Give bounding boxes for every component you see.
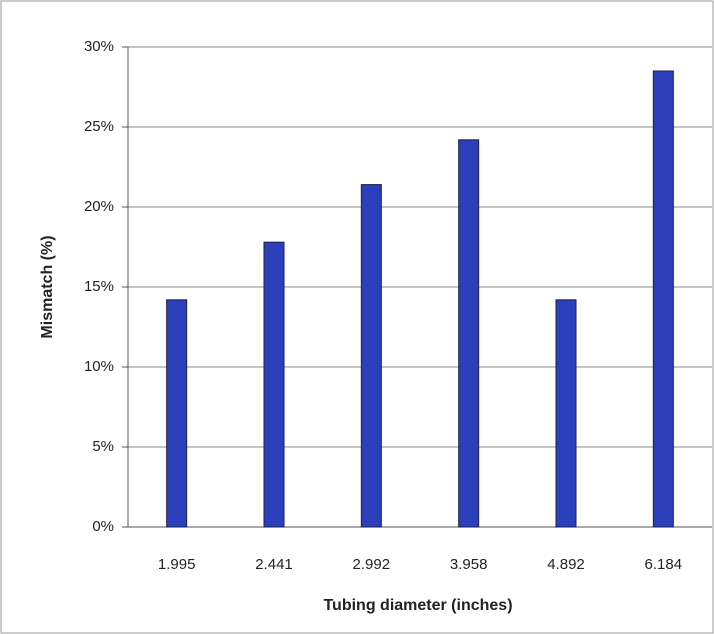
x-tick-label: 6.184 [645, 556, 683, 573]
y-tick-label: 0% [92, 518, 114, 535]
bar [263, 241, 285, 528]
x-tick-label: 1.995 [158, 556, 196, 573]
y-tick-label: 10% [84, 358, 114, 375]
y-axis-title: Mismatch (%) [39, 235, 56, 338]
x-tick-label: 2.441 [255, 556, 293, 573]
x-tick-label: 4.892 [547, 556, 585, 573]
bar [166, 299, 188, 528]
x-axis-title: Tubing diameter (inches) [323, 597, 512, 614]
y-tick-label: 5% [92, 438, 114, 455]
bar [652, 70, 674, 528]
bar [458, 139, 480, 528]
y-tick-label: 15% [84, 278, 114, 295]
bar [360, 184, 382, 528]
y-tick-label: 25% [84, 118, 114, 135]
y-tick-label: 30% [84, 38, 114, 55]
y-tick-label: 20% [84, 198, 114, 215]
x-tick-label: 3.958 [450, 556, 488, 573]
x-tick-label: 2.992 [353, 556, 391, 573]
bar [555, 299, 577, 528]
